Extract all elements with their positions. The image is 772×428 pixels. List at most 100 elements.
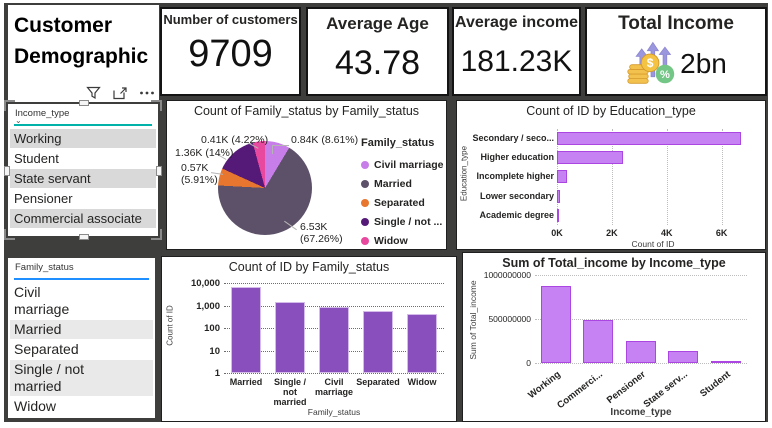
axis-tick-label: 2K	[606, 228, 618, 238]
gridline	[224, 305, 444, 307]
axis-tick-label: 0K	[551, 228, 563, 238]
kpi-label: Average income	[454, 14, 578, 31]
slicer-item[interactable]: Separated	[10, 340, 153, 359]
selection-handle[interactable]	[151, 229, 162, 240]
slicer-header-underline	[14, 124, 152, 126]
bar[interactable]	[668, 350, 699, 363]
axis-category-label: Civil marriage	[314, 377, 354, 397]
slicer-item[interactable]: Civil marriage	[10, 283, 153, 319]
slicer-item[interactable]: Single / not married	[10, 360, 153, 396]
bar-chart-total-income: Sum of Total_income by Income_type Sum o…	[462, 252, 766, 422]
bar[interactable]	[275, 302, 305, 373]
chart-title: Count of ID by Education_type	[526, 104, 696, 118]
y-axis-ticks: 1000000000 500000000 0	[477, 270, 531, 370]
legend-item[interactable]: Civil marriage	[361, 155, 443, 174]
kpi-label: Average Age	[326, 14, 429, 33]
axis-tick-label: 1,000	[196, 300, 220, 312]
slicer-item[interactable]: Commercial associate	[10, 209, 156, 228]
family-status-slicer: Family_status Civil marriage Married Separ…	[8, 258, 155, 418]
kpi-card-average-age: Average Age 43.78	[306, 7, 449, 96]
slicer-item[interactable]: Widow	[10, 397, 153, 416]
gridline	[611, 129, 613, 225]
resize-handle[interactable]	[79, 234, 89, 240]
kpi-value: 43.78	[334, 44, 421, 82]
leader-line	[272, 145, 273, 154]
slicer-header-underline	[14, 278, 149, 280]
axis-category-label: Separated	[356, 377, 400, 387]
income-type-slicer: Income_type ⌄ Working Student State servan…	[4, 100, 162, 240]
bar[interactable]	[319, 307, 349, 373]
axis-category-label: Secondary / seco...	[472, 133, 554, 143]
y-axis-categories: Secondary / seco... Higher education Incom…	[471, 129, 554, 225]
pie-data-label: 0.57K (5.91%)	[181, 162, 218, 186]
axis-tick-label: 0	[526, 358, 531, 368]
bar[interactable]	[363, 310, 393, 373]
selection-handle[interactable]	[4, 100, 15, 111]
bar[interactable]	[557, 170, 567, 184]
slicer-item[interactable]: Working	[10, 129, 156, 148]
resize-handle[interactable]	[156, 166, 162, 176]
kpi-card-total-income: Total Income $	[585, 7, 767, 96]
bar[interactable]	[557, 208, 559, 222]
slicer-item[interactable]: Student	[10, 149, 156, 168]
chevron-down-icon[interactable]: ⌄	[15, 116, 22, 125]
bar[interactable]	[557, 151, 623, 165]
bar[interactable]	[625, 340, 656, 363]
pie-chart-family-status: Count of Family_status by Family_status …	[166, 100, 447, 250]
legend-swatch	[361, 236, 369, 245]
slicer-item[interactable]: Pensioner	[10, 189, 156, 208]
x-axis-categories: Working Commerci... Pensioner State serv...…	[526, 367, 747, 412]
gridline	[224, 283, 444, 284]
y-axis-ticks: 10,000 1,000 100 10 1	[178, 278, 220, 379]
resize-handle[interactable]	[79, 100, 89, 106]
slicer-item-label: Married	[14, 321, 62, 337]
axis-tick-label: 100	[204, 323, 220, 334]
legend-label: Single / not ...	[374, 215, 443, 228]
slicer-header: Family_status	[15, 262, 74, 273]
dashboard-canvas: Customer Demographic Number of customers…	[4, 3, 768, 422]
legend-item[interactable]: Widow	[361, 231, 443, 250]
slicer-item-label: State servant	[14, 171, 91, 186]
pie-data-label: 6.53K (67.26%)	[300, 221, 343, 245]
kpi-card-number-of-customers: Number of customers 9709	[160, 7, 301, 96]
visual-hover-toolbar	[86, 86, 155, 100]
bar[interactable]	[407, 314, 437, 373]
legend-item[interactable]: Married	[361, 174, 443, 193]
legend-item[interactable]: Single / not ...	[361, 212, 443, 231]
axis-category-label: Widow	[407, 377, 437, 387]
bar[interactable]	[557, 132, 741, 145]
gridline	[721, 129, 723, 225]
plot-area	[224, 283, 444, 374]
selection-handle[interactable]	[4, 229, 15, 240]
pie-chart[interactable]	[218, 141, 312, 235]
bar[interactable]	[710, 361, 741, 363]
slicer-item-label: Separated	[14, 341, 79, 357]
slicer-item[interactable]: Married	[10, 320, 153, 339]
legend-title: Family_status	[361, 137, 435, 149]
selection-handle[interactable]	[151, 100, 162, 111]
bar[interactable]	[583, 319, 614, 363]
legend-item[interactable]: Separated	[361, 193, 443, 212]
leader-line	[272, 145, 289, 146]
bar[interactable]	[541, 285, 571, 363]
svg-text:%: %	[660, 69, 670, 81]
filter-icon[interactable]	[86, 86, 101, 100]
bar[interactable]	[231, 287, 261, 373]
bar[interactable]	[557, 189, 561, 203]
x-axis-label: Income_type	[610, 407, 672, 418]
legend: Family_status Civil marriage Married Separ…	[361, 137, 443, 250]
plot-area	[557, 129, 749, 225]
more-options-icon[interactable]	[139, 90, 155, 96]
axis-category-label: Lower secondary	[479, 190, 554, 201]
gridline	[535, 275, 747, 276]
resize-handle[interactable]	[4, 166, 10, 176]
slicer-item-label: Commercial associate	[14, 211, 142, 226]
focus-mode-icon[interactable]	[112, 86, 128, 100]
axis-tick-label: 4K	[661, 228, 673, 238]
slicer-item[interactable]: State servant	[10, 169, 156, 188]
slicer-item-label: Widow	[14, 398, 57, 414]
axis-tick-label: 10	[209, 345, 220, 357]
slicer-header: Income_type ⌄	[15, 108, 70, 125]
page-title: Customer Demographic	[14, 14, 149, 68]
y-axis-label: Education_type	[459, 145, 469, 202]
